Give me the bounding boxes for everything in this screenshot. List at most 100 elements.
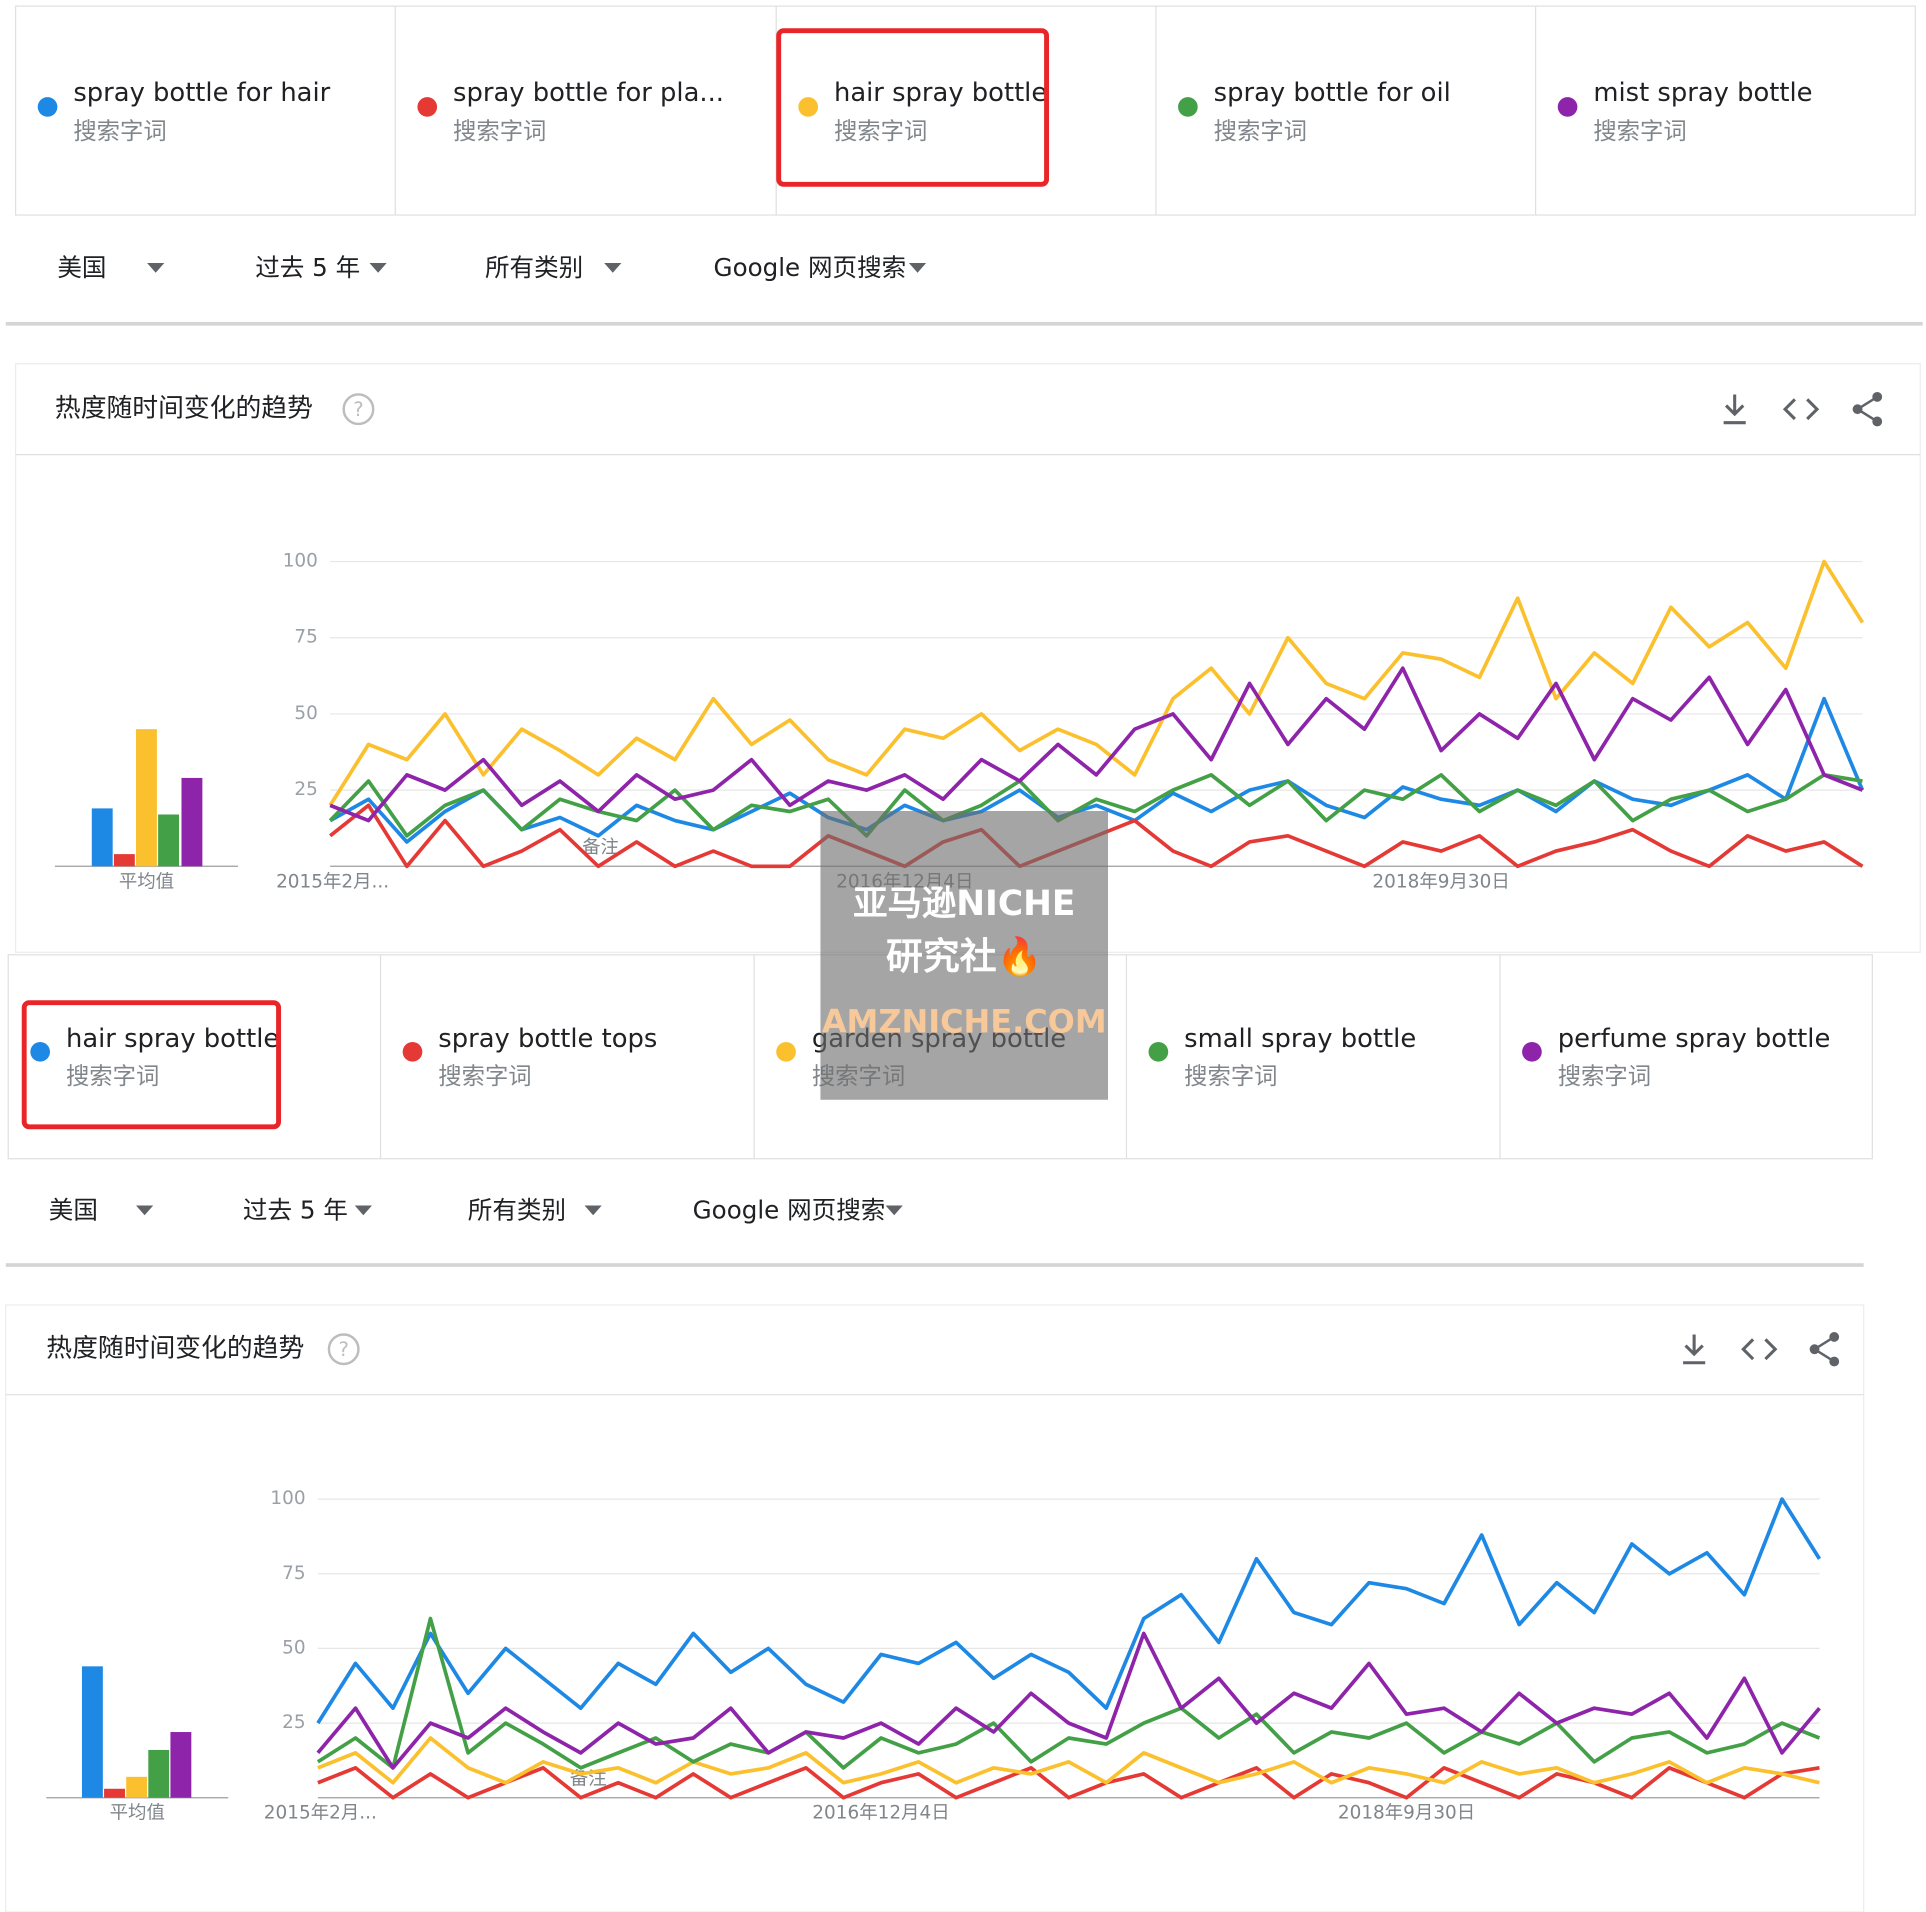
average-bar (104, 1788, 125, 1798)
term-name[interactable]: mist spray bottle (1593, 78, 1812, 108)
average-bar (113, 854, 135, 867)
download-icon[interactable] (1723, 394, 1746, 425)
x-tick-label: 2015年2月... (276, 871, 389, 892)
legend-dot (402, 1042, 423, 1062)
filter[interactable]: 所有类别 (485, 253, 583, 282)
share-node (1872, 416, 1883, 427)
embed-icon[interactable] (1741, 1338, 1778, 1361)
term-name[interactable]: spray bottle for oil (1214, 78, 1451, 108)
legend-dot (1148, 1042, 1169, 1062)
dropdown-arrow (604, 262, 622, 273)
dropdown-arrow (908, 262, 927, 273)
term-subtitle: 搜索字词 (834, 117, 927, 145)
share-node (1872, 391, 1883, 402)
legend-dot (798, 97, 819, 117)
legend-dot (776, 1042, 796, 1062)
share-node (1829, 1332, 1840, 1342)
filter-shadow (5, 321, 1923, 326)
y-tick-label: 100 (283, 551, 318, 572)
y-tick-label: 75 (282, 1563, 305, 1584)
average-bar (148, 1749, 170, 1798)
term-name[interactable]: perfume spray bottle (1558, 1024, 1831, 1054)
average-bar (170, 1732, 192, 1798)
trend-line (316, 1497, 1822, 1725)
term-name[interactable]: spray bottle for pla... (453, 78, 724, 108)
chart-card (5, 1304, 1865, 1912)
trend-line (317, 1736, 1820, 1785)
term-name[interactable]: hair spray bottle (834, 78, 1047, 108)
trend-line (329, 666, 1864, 823)
highlight-box (776, 28, 1050, 187)
term-subtitle: 搜索字词 (1558, 1062, 1651, 1090)
trend-line (316, 1631, 1821, 1770)
dropdown-arrow (354, 1205, 372, 1216)
average-label: 平均值 (110, 1803, 165, 1824)
y-tick-label: 25 (294, 779, 317, 800)
filter[interactable]: 美国 (57, 253, 106, 282)
share-node (1829, 1356, 1840, 1367)
average-bar (158, 814, 180, 867)
dropdown-arrow (584, 1205, 602, 1216)
share-node (1852, 404, 1863, 415)
term-name[interactable]: hair spray bottle (66, 1024, 279, 1054)
card-title: 热度随时间变化的趋势 (55, 394, 313, 424)
trend-line (317, 1766, 1820, 1800)
filter[interactable]: 所有类别 (468, 1196, 566, 1225)
x-tick-label: 2016年12月4日 (812, 1803, 949, 1824)
term-name[interactable]: spray bottle tops (438, 1024, 657, 1054)
average-bar (136, 729, 157, 867)
help-icon[interactable] (327, 1333, 360, 1366)
filter[interactable]: Google 网页搜索 (693, 1196, 886, 1225)
average-bar (81, 1666, 103, 1798)
x-tick-label: 2018年9月30日 (1372, 871, 1509, 892)
y-tick-label: 75 (294, 627, 317, 648)
term-subtitle: 搜索字词 (1184, 1062, 1277, 1090)
term-name[interactable]: small spray bottle (1184, 1024, 1416, 1054)
trend-line (316, 1616, 1821, 1770)
filter[interactable]: Google 网页搜索 (714, 253, 907, 282)
y-tick-label: 50 (282, 1637, 305, 1658)
help-mark: ? (353, 398, 363, 421)
term-subtitle: 搜索字词 (1214, 117, 1307, 145)
legend-dot (30, 1042, 51, 1062)
help-icon[interactable] (342, 393, 375, 426)
legend-dot (1522, 1042, 1542, 1062)
y-tick-label: 100 (270, 1488, 305, 1509)
legend-dot (417, 97, 438, 117)
x-tick-label: 2015年2月... (264, 1803, 377, 1824)
filter[interactable]: 过去 5 年 (255, 253, 360, 282)
average-bar (91, 808, 113, 867)
y-tick-label: 25 (282, 1712, 305, 1733)
trend-line (328, 773, 1863, 838)
highlight-box (21, 1000, 282, 1130)
trend-line (328, 559, 1865, 807)
help-mark: ? (338, 1338, 348, 1361)
share-node (1809, 1344, 1820, 1355)
term-bar (14, 5, 1916, 216)
term-subtitle: 搜索字词 (453, 117, 546, 145)
download-icon[interactable] (1683, 1334, 1706, 1365)
term-name[interactable]: spray bottle for hair (73, 78, 330, 108)
legend-dot (1178, 97, 1198, 117)
dropdown-arrow (369, 262, 387, 273)
average-bar (126, 1776, 148, 1798)
legend-dot (37, 97, 58, 117)
embed-icon[interactable] (1782, 398, 1820, 421)
legend-dot (1557, 97, 1578, 117)
filter[interactable]: 美国 (49, 1196, 98, 1225)
average-bar (181, 777, 203, 867)
average-label: 平均值 (119, 871, 174, 892)
watermark-text: 亚马逊NICHE (853, 884, 1075, 924)
filter[interactable]: 过去 5 年 (243, 1196, 348, 1225)
term-subtitle: 搜索字词 (66, 1062, 159, 1090)
y-tick-label: 50 (294, 703, 317, 724)
card-title: 热度随时间变化的趋势 (46, 1334, 304, 1364)
term-subtitle: 搜索字词 (73, 117, 166, 145)
x-tick-label: 2018年9月30日 (1338, 1803, 1475, 1824)
watermark-text: 研究社🔥 (886, 935, 1042, 978)
term-subtitle: 搜索字词 (438, 1062, 531, 1090)
trend-line (329, 696, 1865, 844)
watermark-box (820, 811, 1108, 1100)
term-subtitle: 搜索字词 (1593, 117, 1686, 145)
